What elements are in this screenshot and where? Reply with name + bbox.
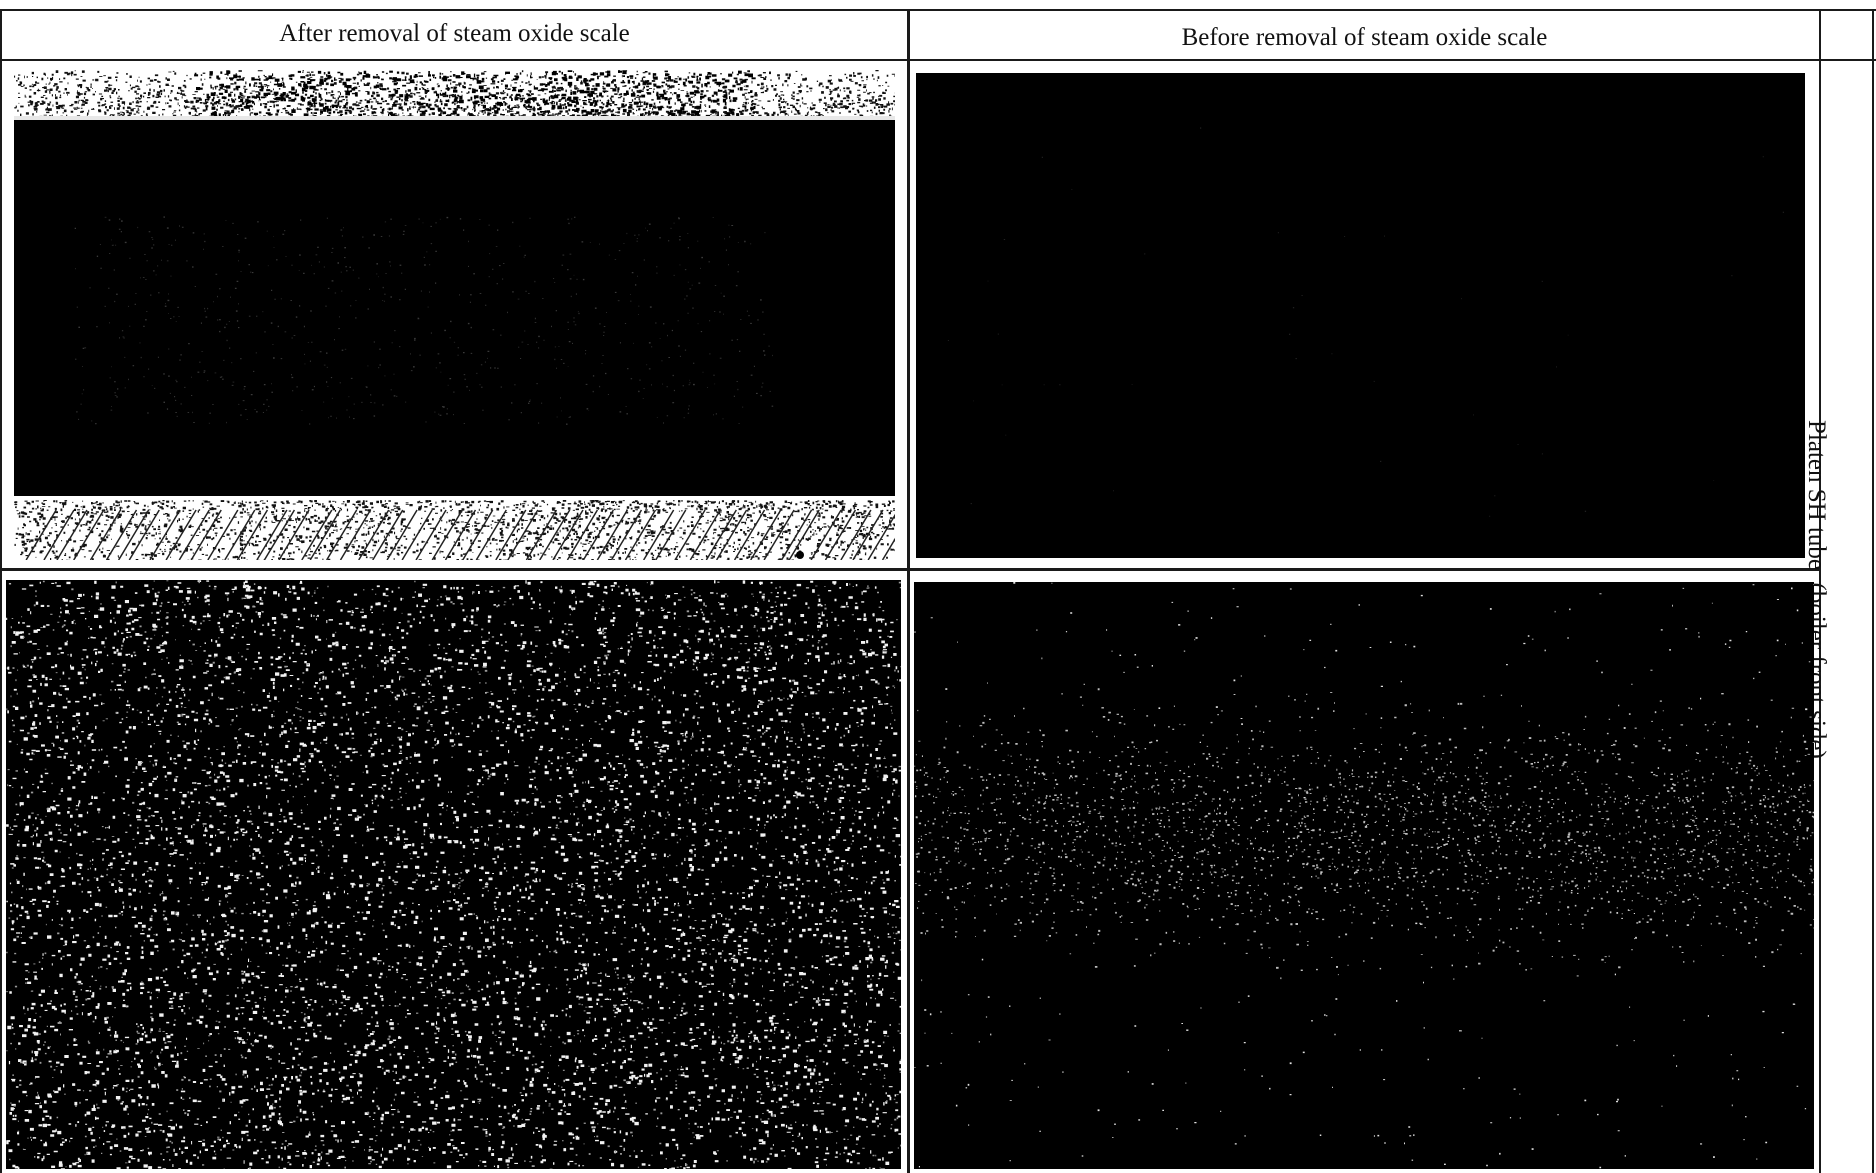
table-border-right (1872, 9, 1874, 1173)
photo-before-overview (916, 73, 1808, 562)
header-divider (0, 59, 1876, 61)
header-after-removal: After removal of steam oxide scale (279, 20, 630, 47)
column-divider (907, 9, 910, 1173)
tube-overview-image (14, 70, 895, 560)
label-column-divider (1819, 9, 1821, 1173)
speckled-surface-image (6, 580, 903, 1169)
table-border-left (0, 9, 2, 1173)
photo-after-closeup (6, 580, 903, 1169)
photo-after-overview (14, 70, 895, 560)
row-divider (0, 568, 1820, 571)
photo-before-closeup (914, 582, 1814, 1169)
table-border-top (0, 9, 1876, 11)
header-before-removal: Before removal of steam oxide scale (1181, 24, 1548, 51)
dark-scale-image (916, 73, 1808, 562)
sparse-speckle-image (914, 582, 1814, 1169)
